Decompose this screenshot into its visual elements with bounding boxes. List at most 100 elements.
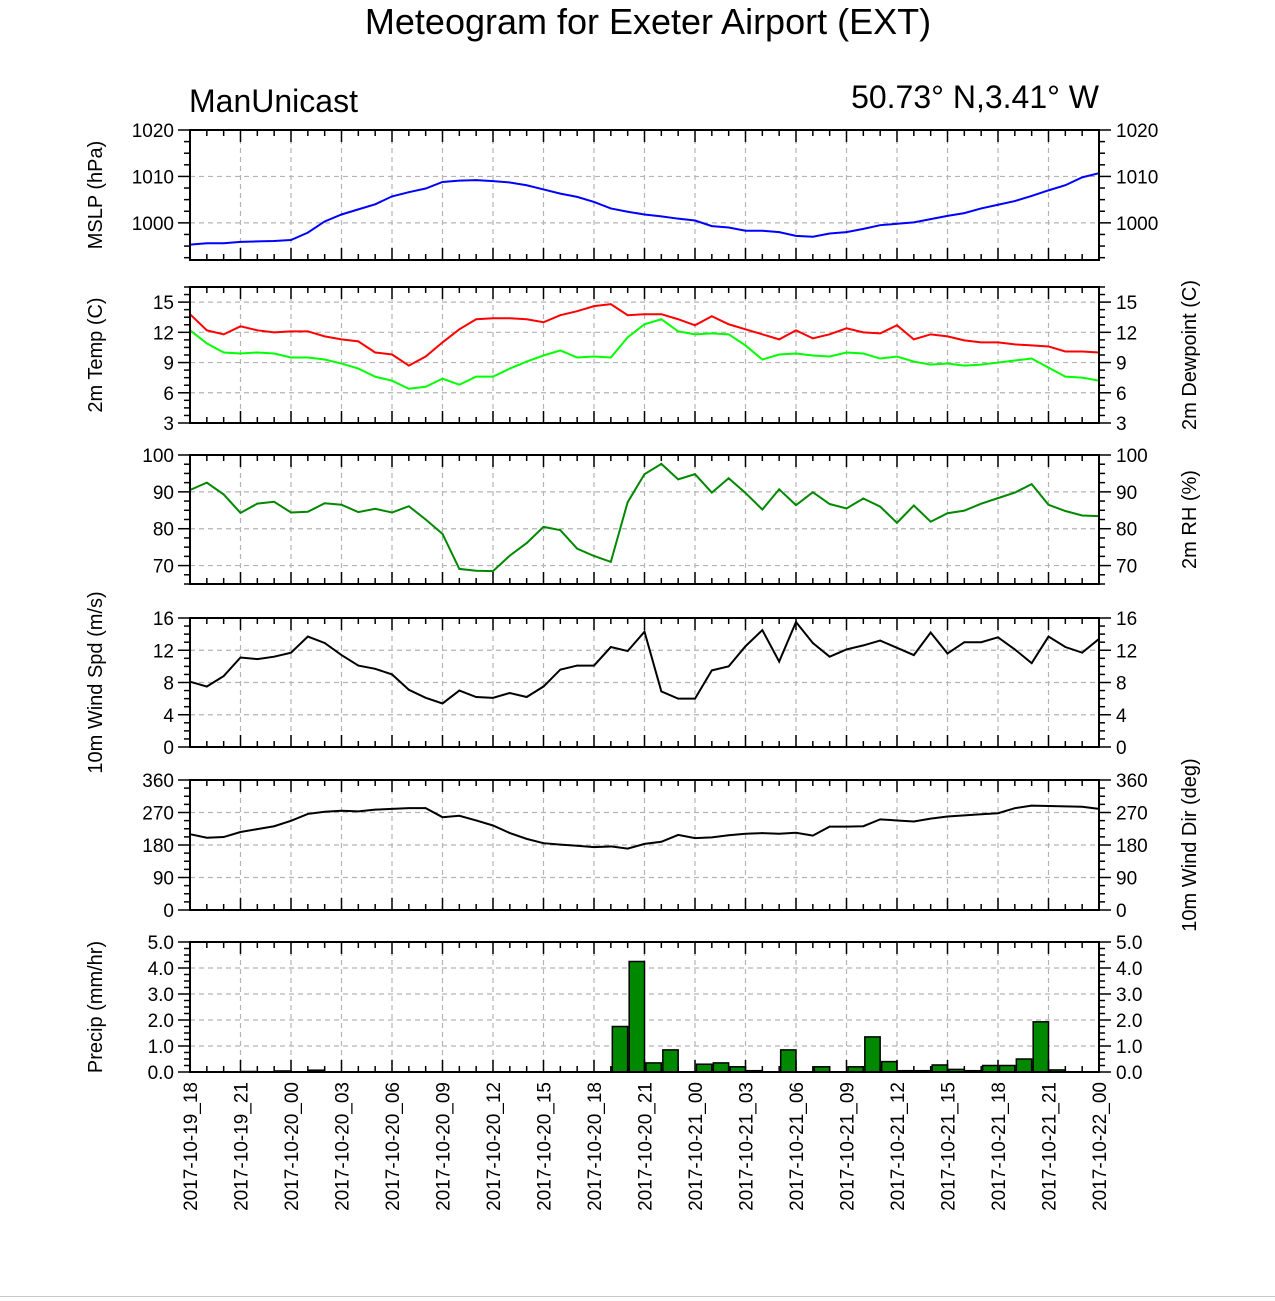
rh-series-1-point: [980, 502, 983, 505]
mslp-series-1-point: [508, 181, 511, 184]
mslp-series-1-point: [205, 242, 208, 245]
wind-direction-series-1-point: [458, 814, 461, 817]
temp-dewpoint-series-2-point: [576, 356, 579, 359]
temp-dewpoint-series-2-point: [845, 351, 848, 354]
temp-dewpoint-series-2-point: [929, 363, 932, 366]
wind-speed-series-1-point: [374, 667, 377, 670]
rh-series-1-point: [323, 502, 326, 505]
time-axis: 2017-10-19_18 2017-10-19_21 2017-10-20_00 2…: [181, 1082, 1111, 1211]
precip-y-tick-label-left: 0.0: [148, 1063, 174, 1084]
wind-speed-series-1-point: [963, 641, 966, 644]
temp-dewpoint-series-1-point: [1081, 350, 1084, 353]
mslp-series-1-point: [980, 207, 983, 210]
time-tick-label: 2017-10-22_00: [1090, 1082, 1111, 1211]
temp-dewpoint-series-2-point: [492, 375, 494, 378]
mslp-series-1-point: [879, 224, 882, 227]
rh-series-1-point: [1081, 514, 1084, 517]
precip-y-tick-label-left: 5.0: [148, 933, 174, 954]
page-title: Meteogram for Exeter Airport (EXT): [365, 1, 931, 42]
mslp-series-1-point: [290, 239, 292, 241]
rh-series-1-point: [508, 554, 511, 557]
rh-series-1-point: [559, 529, 562, 532]
mslp-series-1-point: [323, 220, 326, 223]
wind-speed-series-1-point: [1047, 635, 1050, 638]
rh-grid: [190, 455, 1099, 584]
temp-dewpoint-series-2-point: [475, 375, 478, 378]
time-tick-label: 2017-10-21_06: [787, 1082, 808, 1211]
precip-y-tick-label-left: 1.0: [148, 1037, 174, 1058]
time-tick-label: 2017-10-20_09: [434, 1082, 455, 1211]
precip-y-tick-label-right: 1.0: [1116, 1037, 1142, 1058]
time-tick-label: 2017-10-21_00: [686, 1082, 707, 1211]
wind-speed-series-1-point: [980, 641, 983, 644]
rh-series-1-point: [828, 503, 831, 505]
rh-series-1-point: [896, 521, 898, 524]
wind-speed-series-1-point: [273, 655, 276, 658]
temp-dewpoint-series-1-point: [980, 341, 983, 344]
rh-series-1-point: [677, 478, 680, 481]
wind-speed-series-1-point: [879, 639, 882, 642]
temp-dewpoint-series-2-point: [677, 330, 680, 333]
wind-direction-grid: [190, 780, 1099, 910]
mslp-series-1-point: [997, 203, 999, 206]
wind-direction-y-tick-label-right: 270: [1116, 804, 1148, 825]
mslp-y-tick-label-left: 1020: [132, 121, 174, 142]
rh-series-1-point: [660, 462, 663, 465]
temp-dewpoint-series-2-point: [761, 358, 764, 361]
mslp-series-1-point: [845, 231, 848, 234]
precip-y-tick-label-right: 0.0: [1116, 1063, 1142, 1084]
wind-direction-series-1-point: [323, 810, 326, 813]
mslp-series-1-point: [374, 203, 377, 206]
temp-dewpoint-series-2-point: [1013, 359, 1016, 362]
temp-dewpoint-series-2-point: [441, 377, 444, 380]
wind-direction-series-1-point: [946, 815, 949, 818]
wind-speed-series-1-point: [222, 675, 225, 677]
precip-y-tick-label-left: 4.0: [148, 959, 174, 980]
wind-direction-series-1-point: [1013, 807, 1016, 810]
temp-dewpoint-series-2-point: [1064, 375, 1067, 378]
temp-dewpoint-y-tick-label-left: 6: [163, 384, 174, 405]
time-tick-label: 2017-10-21_18: [989, 1082, 1010, 1211]
precip-y-axis-title-left: Precip (mm/hr): [85, 941, 107, 1073]
page-divider: [0, 1296, 1275, 1297]
temp-dewpoint-series-1-point: [677, 318, 680, 321]
mslp-series-1-point: [744, 229, 747, 232]
mslp-y-tick-label-right: 1010: [1116, 167, 1158, 188]
wind-speed-series-1-point: [761, 629, 764, 631]
wind-speed-series-1-point: [828, 655, 831, 658]
rh-series-1-point: [643, 473, 646, 476]
time-tick-label: 2017-10-21_21: [1040, 1082, 1061, 1211]
mslp-series-1-point: [811, 235, 814, 238]
wind-speed-series-1-point: [542, 685, 545, 688]
wind-direction-y-tick-label-left: 360: [142, 771, 174, 792]
rh-y-tick-label-left: 70: [153, 557, 174, 578]
rh-series-1-point: [475, 569, 478, 572]
time-tick-label: 2017-10-20_21: [636, 1082, 657, 1211]
mslp-series-1-point: [660, 215, 663, 218]
wind-speed-series-1-point: [609, 646, 612, 648]
rh-y-tick-label-right: 90: [1116, 483, 1137, 504]
wind-direction-series-1-point: [845, 825, 848, 828]
mslp-series-1-point: [710, 225, 713, 228]
wind-speed-y-tick-label-left: 16: [153, 609, 174, 630]
wind-direction-series-1-point: [205, 836, 208, 839]
temp-dewpoint-series-2-point: [357, 367, 360, 370]
wind-speed-series-1-point: [323, 642, 326, 644]
wind-direction-series-1-point: [525, 837, 528, 840]
temp-dewpoint-series-2-point: [323, 358, 326, 361]
wind-direction-series-1-point: [626, 847, 629, 850]
wind-direction-series-1-point: [997, 812, 999, 815]
temp-dewpoint-series-1-point: [727, 323, 730, 326]
temp-dewpoint-series-1-point: [1047, 345, 1050, 348]
temp-dewpoint-series-1-point: [828, 333, 831, 336]
wind-direction-series-1-point: [306, 813, 309, 815]
precip-bar: [779, 1049, 797, 1073]
wind-direction-series-1-point: [862, 825, 865, 828]
wind-direction-series-1-point: [912, 820, 915, 823]
temp-dewpoint-series-2-point: [239, 352, 242, 355]
wind-speed-series-1-point: [1013, 648, 1016, 651]
wind-speed-y-axis-title-left: 10m Wind Spd (m/s): [85, 591, 107, 773]
rh-series-1-point: [374, 507, 377, 510]
temp-dewpoint-series-1-point: [1030, 344, 1033, 347]
